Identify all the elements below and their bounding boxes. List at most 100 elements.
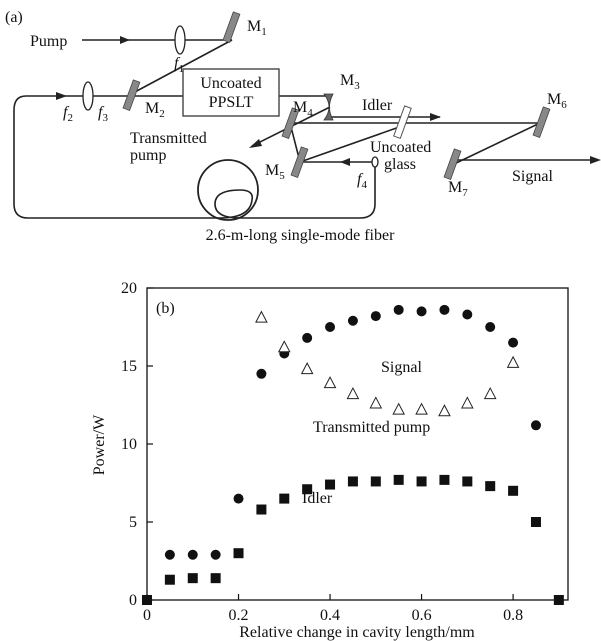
data-point-square (325, 479, 336, 490)
diagram-labels: (a) Pump f1 M1 f2 f3 M2 Uncoated PPSLT M… (5, 9, 567, 244)
mirror-m6-icon (532, 106, 551, 138)
data-point-circle (164, 549, 175, 560)
m7-label: M7 (448, 179, 468, 199)
lens-f4-icon (371, 156, 379, 168)
data-point-triangle (323, 376, 337, 389)
transmitted-label-line2: pump (130, 147, 166, 164)
data-point-triangle (506, 355, 520, 368)
idler-label: Idler (362, 97, 393, 114)
data-point-square (210, 573, 221, 584)
panel-a-label: (a) (5, 9, 23, 26)
mirror-m7-icon (443, 148, 462, 180)
x-tick-label: 0 (143, 607, 151, 624)
data-point-circle (462, 309, 473, 320)
crystal-label-line2: PPSLT (209, 94, 254, 111)
glass-label-line1: Uncoated (370, 139, 431, 156)
beam-paths (13, 39, 598, 219)
data-point-square (462, 476, 473, 487)
data-point-circle (416, 306, 427, 317)
mirror-m4-icon (281, 107, 300, 139)
pump-arrow-icon (120, 36, 130, 44)
y-tick-label: 5 (129, 514, 137, 531)
plot-frame (146, 287, 569, 601)
fiber-arrow-icon (56, 92, 67, 100)
mirrors (122, 11, 551, 180)
signal-arrow-icon (590, 156, 601, 164)
data-point-square (370, 476, 381, 487)
data-point-triangle (369, 396, 383, 409)
x-tick-label: 0.8 (503, 607, 523, 624)
data-point-circle (393, 304, 404, 315)
data-point-square (439, 474, 450, 485)
data-point-circle (485, 322, 496, 332)
beam-m6-to-m7 (451, 122, 541, 166)
f3-label: f3 (98, 104, 108, 124)
idler-arrow-icon (430, 113, 441, 121)
data-point-square (142, 595, 152, 605)
beam-m1-to-m2 (132, 39, 233, 94)
lens-f2f3-icon (82, 81, 94, 111)
data-point-circle (347, 315, 358, 326)
crystal-box (182, 68, 280, 117)
glass-arrow-icon (340, 158, 350, 166)
x-tick-label: 0.4 (320, 607, 340, 624)
lenses (82, 25, 379, 168)
data-point-square (416, 476, 427, 487)
data-point-square (393, 474, 404, 485)
data-point-circle (439, 304, 450, 315)
m6-label: M6 (547, 91, 567, 111)
data-point-triangle (415, 402, 428, 415)
panel-b-label: (b) (156, 300, 175, 317)
data-point-circle (233, 493, 244, 504)
data-point-circle (325, 322, 336, 332)
signal-annotation: Signal (381, 359, 422, 376)
pump-label: Pump (30, 33, 67, 50)
data-point-square (302, 484, 313, 495)
crystal-label-line1: Uncoated (200, 75, 261, 92)
f2-label: f2 (63, 104, 73, 124)
f4-label: f4 (357, 171, 367, 191)
y-tick-label: 10 (121, 436, 137, 453)
mirror-m5-icon (290, 146, 309, 178)
setup-diagram: (a) Pump f1 M1 f2 f3 M2 Uncoated PPSLT M… (5, 9, 601, 244)
mirror-m2-icon (122, 79, 141, 111)
m3-label: M3 (340, 72, 360, 92)
m2-label: M2 (145, 100, 165, 120)
data-point-circle (210, 549, 221, 560)
data-point-square (530, 517, 541, 527)
uncoated-glass-icon (393, 105, 412, 140)
transmitted-label-line1: Transmitted (130, 130, 207, 147)
arrowheads (56, 36, 601, 166)
data-point-circle (187, 549, 198, 560)
data-point-triangle (392, 402, 406, 415)
data-point-square (256, 504, 267, 515)
data-point-square (485, 481, 496, 492)
glass-label-line2: glass (384, 156, 416, 173)
m4-label: M4 (293, 99, 313, 119)
y-tick-label: 20 (121, 280, 137, 297)
data-point-circle (370, 311, 381, 322)
data-point-circle (279, 348, 290, 359)
fiber-coil-icon (197, 159, 259, 221)
data-point-triangle (300, 362, 314, 375)
data-point-square (164, 574, 175, 585)
data-point-circle (256, 368, 267, 379)
signal-label: Signal (512, 168, 553, 185)
x-tick-label: 0.2 (229, 607, 249, 624)
data-point-square (233, 548, 244, 559)
fiber-label: 2.6-m-long single-mode fiber (206, 227, 396, 244)
data-point-circle (530, 420, 541, 431)
axis-ticks: 0 0.2 0.4 0.6 0.8 0 5 10 15 20 (121, 280, 523, 624)
data-point-triangle (483, 387, 497, 400)
f1-label: f1 (174, 55, 184, 75)
y-axis-label: Power/W (91, 414, 108, 475)
y-tick-label: 0 (129, 592, 137, 609)
data-point-square (347, 476, 358, 487)
data-point-square (187, 573, 198, 584)
m1-label: M1 (247, 18, 267, 38)
transmitted-arrow-icon (249, 139, 262, 148)
idler-annotation: Idler (302, 490, 333, 507)
beam-glass-to-m5 (299, 124, 406, 163)
mirror-m3-icon (323, 93, 334, 121)
mirror-m1-icon (222, 11, 241, 43)
